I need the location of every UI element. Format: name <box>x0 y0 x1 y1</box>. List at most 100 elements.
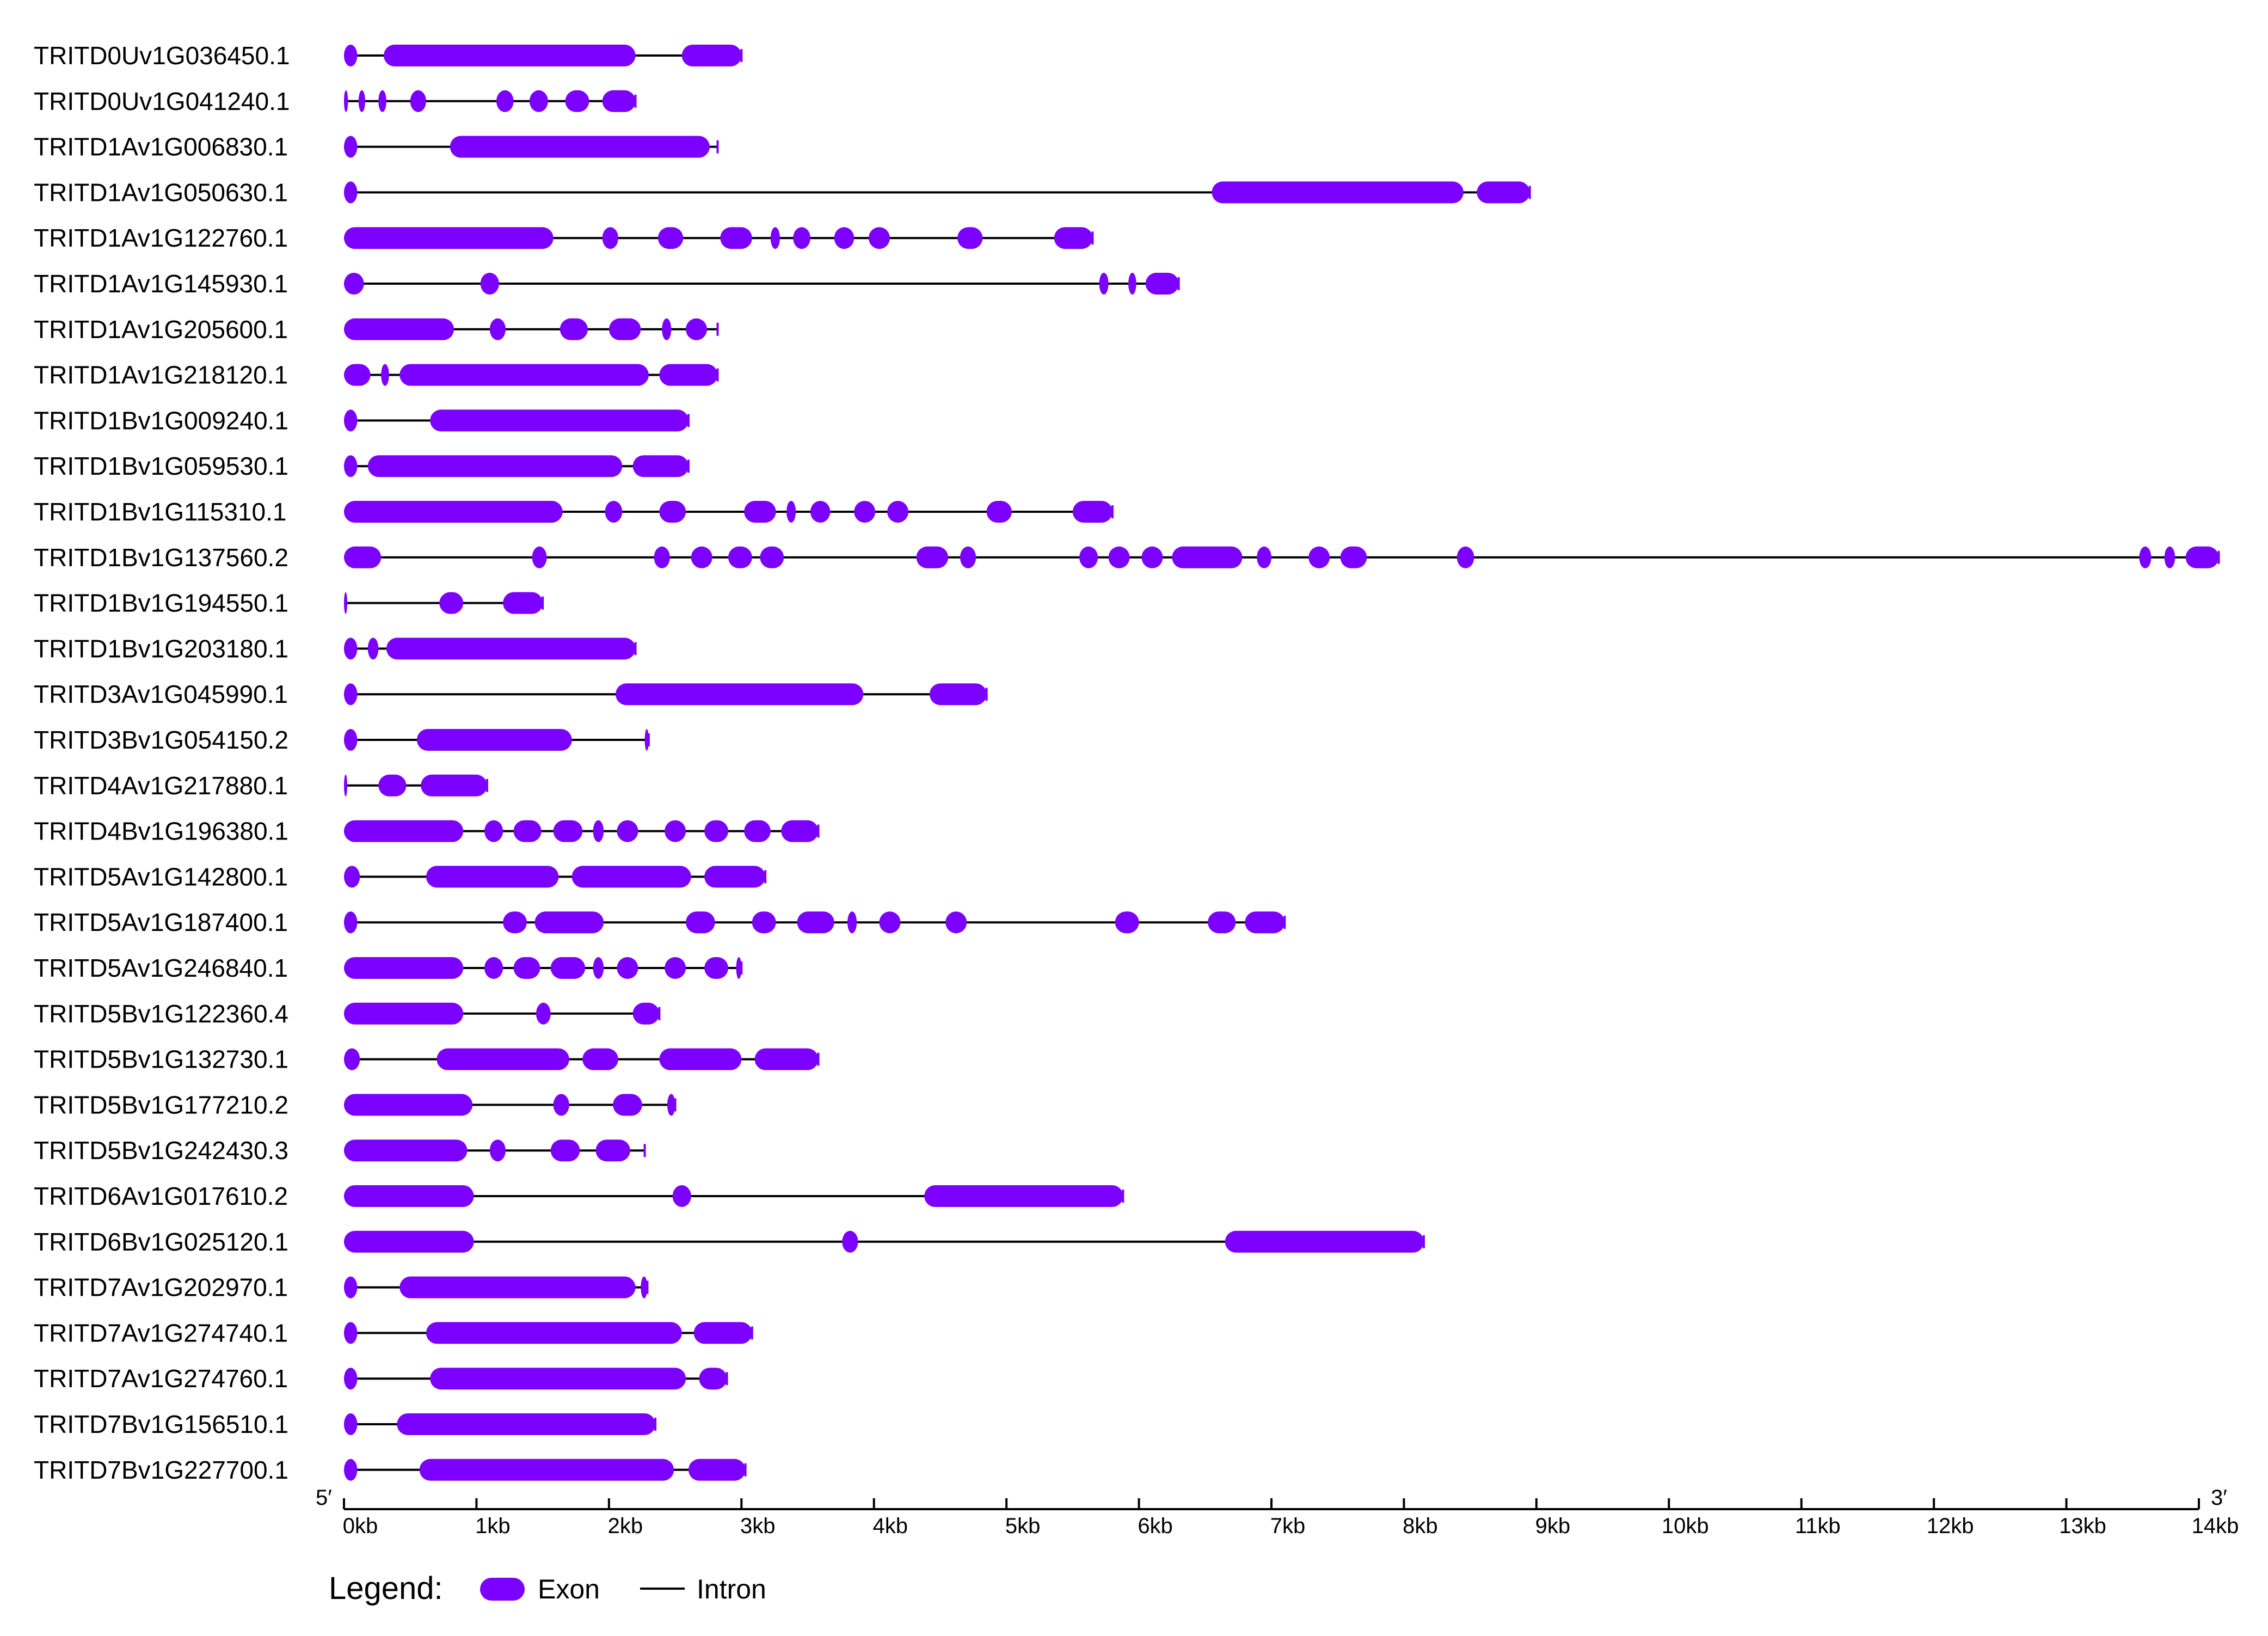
exon-block <box>854 501 876 523</box>
exon-block <box>924 1185 1123 1207</box>
gene-label: TRITD7Av1G202970.1 <box>34 1273 288 1302</box>
gene-label: TRITD1Bv1G194550.1 <box>34 589 288 617</box>
exon-block <box>1208 911 1236 934</box>
exon-block <box>344 1276 358 1298</box>
exon-block <box>657 227 684 249</box>
exon-block <box>344 273 364 295</box>
exon-block <box>916 546 949 568</box>
gene-tracks: TRITD0Uv1G036450.1 TRITD0Uv1G041240.1 TRIT… <box>34 41 2220 1484</box>
gene-row: TRITD3Av1G045990.1 <box>34 680 988 708</box>
exon-block <box>503 911 527 934</box>
exon-block <box>484 820 503 842</box>
exon-block <box>344 820 464 842</box>
exon-block <box>426 866 559 888</box>
gene-row: TRITD5Bv1G242430.3 <box>34 1136 646 1165</box>
exon-block <box>1212 181 1464 204</box>
exon-block <box>760 546 784 568</box>
exon-block <box>847 911 857 934</box>
exon-block <box>416 729 572 751</box>
exon-block <box>344 729 358 751</box>
three-prime-label: 3′ <box>2211 1486 2227 1510</box>
exon-block <box>553 820 583 842</box>
gene-label: TRITD7Bv1G156510.1 <box>34 1410 288 1438</box>
gene-label: TRITD1Av1G122760.1 <box>34 224 288 252</box>
axis-tick-label: 0kb <box>343 1514 378 1538</box>
exon-block <box>344 1459 358 1481</box>
exon-block <box>2185 546 2219 568</box>
exon-block <box>532 546 547 568</box>
exon-block <box>344 136 358 158</box>
gene-row: TRITD5Bv1G122360.4 <box>34 1000 661 1028</box>
exon-block <box>1145 273 1179 295</box>
exon-block <box>1245 911 1285 934</box>
axis-tick-label: 8kb <box>1403 1514 1438 1538</box>
gene-label: TRITD5Bv1G132730.1 <box>34 1045 288 1074</box>
exon-block <box>344 1094 473 1116</box>
exon-block <box>704 957 728 979</box>
gene-row: TRITD6Av1G017610.2 <box>34 1182 1124 1210</box>
exon-block <box>602 90 636 112</box>
exon-block <box>659 1048 742 1070</box>
exon-block <box>1308 546 1330 568</box>
exon-block <box>1172 546 1243 568</box>
exon-block <box>686 318 707 340</box>
exon-block <box>736 957 742 979</box>
exon-block <box>344 683 358 706</box>
gene-row: TRITD1Av1G205600.1 <box>34 315 719 344</box>
gene-row: TRITD7Av1G202970.1 <box>34 1273 649 1302</box>
gene-row: TRITD1Av1G006830.1 <box>34 133 719 161</box>
exon-block <box>344 911 358 934</box>
exon-block <box>641 1276 648 1298</box>
gene-label: TRITD7Av1G274740.1 <box>34 1319 288 1347</box>
exon-block <box>344 501 563 523</box>
exon-block <box>344 45 358 66</box>
legend-intron-label: Intron <box>697 1574 766 1604</box>
axis-tick-label: 13kb <box>2059 1514 2106 1538</box>
exon-block <box>536 1002 551 1025</box>
exon-block <box>513 957 540 979</box>
exon-block <box>489 318 506 340</box>
exon-block <box>437 1048 569 1070</box>
exon-block <box>489 1139 506 1162</box>
exon-block <box>565 90 589 112</box>
exon-block <box>2164 546 2175 568</box>
exon-block <box>797 911 834 934</box>
exon-block <box>344 227 554 249</box>
exon-block <box>450 136 710 158</box>
exon-block <box>513 820 542 842</box>
exon-block <box>1072 501 1113 523</box>
exon-block <box>344 364 371 386</box>
axis-tick-label: 7kb <box>1270 1514 1306 1538</box>
exon-block <box>728 546 752 568</box>
exon-block <box>602 227 618 249</box>
gene-label: TRITD6Av1G017610.2 <box>34 1182 288 1210</box>
exon-block <box>344 1322 358 1344</box>
exon-block <box>344 409 358 432</box>
exon-block <box>344 866 360 888</box>
exon-block <box>344 957 464 979</box>
gene-row: TRITD5Bv1G132730.1 <box>34 1045 820 1074</box>
gene-label: TRITD3Av1G045990.1 <box>34 680 288 708</box>
exon-block <box>659 364 718 386</box>
gene-row: TRITD7Av1G274740.1 <box>34 1319 753 1347</box>
exon-block <box>344 455 358 477</box>
exon-block <box>344 1185 474 1207</box>
exon-block <box>593 820 604 842</box>
gene-label: TRITD4Bv1G196380.1 <box>34 817 288 845</box>
exon-block <box>1054 227 1093 249</box>
exon-block <box>1099 273 1109 295</box>
exon-block <box>430 1368 686 1390</box>
exon-block <box>704 820 728 842</box>
exon-block <box>344 546 382 568</box>
gene-label: TRITD5Bv1G177210.2 <box>34 1090 288 1119</box>
exon-block <box>879 911 901 934</box>
exon-block <box>367 638 379 660</box>
gene-row: TRITD5Av1G187400.1 <box>34 908 1286 936</box>
exon-block <box>1079 546 1098 568</box>
exon-block <box>616 683 864 706</box>
gene-label: TRITD5Av1G246840.1 <box>34 954 288 982</box>
gene-label: TRITD5Av1G187400.1 <box>34 908 288 936</box>
exon-block <box>378 774 407 796</box>
exon-block <box>344 318 454 340</box>
gene-label: TRITD1Bv1G009240.1 <box>34 406 288 434</box>
